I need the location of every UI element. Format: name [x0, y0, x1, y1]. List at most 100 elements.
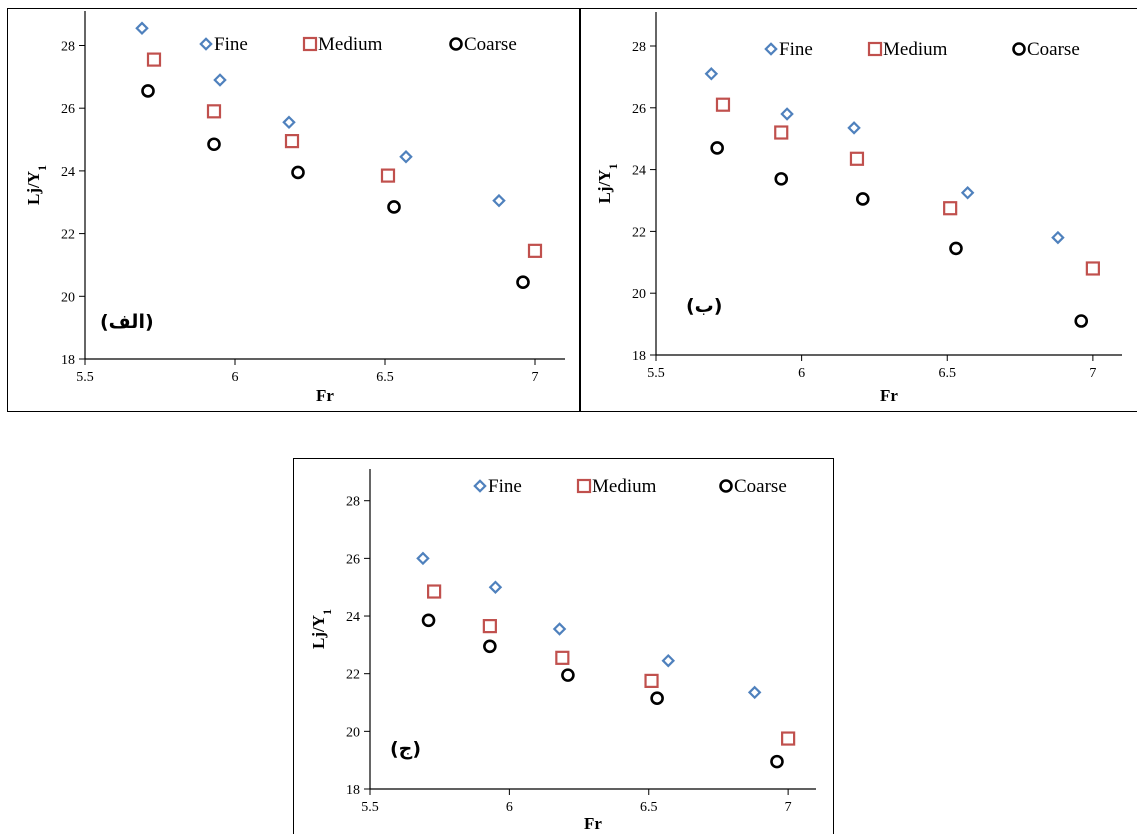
chart-a-legend-label-coarse: Coarse: [464, 34, 517, 55]
chart-c-x-axis-title: Fr: [584, 814, 602, 833]
chart-b-x-tick-label: 6: [798, 366, 805, 381]
chart-b-point-fine: [780, 107, 794, 121]
chart-a-y-tick-label: 28: [61, 39, 75, 54]
chart-b-point-medium: [943, 201, 958, 216]
chart-a-y-tick-label: 18: [61, 353, 75, 368]
chart-c-y-axis-title: Lj/Y1: [309, 609, 334, 649]
chart-b-x-tick-label: 5.5: [647, 366, 665, 381]
chart-a-point-medium: [206, 104, 222, 119]
chart-b-legend-marker-medium: [867, 41, 883, 57]
chart-b-point-coarse: [710, 141, 724, 155]
chart-b-y-axis-title: Lj/Y1: [595, 164, 620, 204]
chart-c-point-coarse: [421, 613, 436, 628]
chart-b-point-fine: [704, 67, 719, 81]
chart-c-point-medium: [427, 584, 442, 599]
chart-a-point-coarse: [516, 275, 530, 289]
chart-c-x-tick-label: 7: [785, 800, 792, 815]
chart-a-point-medium: [380, 168, 396, 183]
chart-c-point-medium: [781, 731, 796, 746]
chart-panel-b: 5.5 6 6.5 7 18 20 22 24 26 28 Fr Lj/Y1 Fine Medium Coa…: [580, 8, 1137, 412]
chart-a-x-tick-label: 5.5: [76, 370, 94, 385]
chart-b-x-tick-label: 7: [1089, 366, 1096, 381]
chart-c-y-tick-label: 20: [346, 725, 360, 740]
chart-b-point-coarse: [774, 172, 789, 186]
chart-c-point-coarse: [483, 639, 497, 654]
chart-c-point-medium: [555, 650, 570, 665]
chart-b-y-tick-label: 28: [632, 40, 646, 55]
chart-a-point-coarse: [291, 165, 305, 180]
chart-b-point-coarse: [1074, 314, 1089, 328]
chart-b-y-tick-label: 18: [632, 349, 646, 364]
chart-c-point-fine: [488, 580, 503, 594]
chart-a-x-tick-label: 6.5: [376, 370, 394, 385]
chart-c-legend-marker-fine: [473, 479, 487, 493]
chart-b-y-tick-label: 22: [632, 225, 646, 240]
chart-b-y-tick-label: 20: [632, 287, 646, 302]
chart-a-legend-marker-medium: [302, 36, 318, 52]
chart-c-legend-label-medium: Medium: [592, 476, 657, 497]
chart-b-legend-label-fine: Fine: [779, 39, 813, 60]
chart-b-point-fine: [847, 121, 861, 135]
chart-c-point-fine: [552, 622, 567, 636]
chart-c-svg: 5.5 6 6.5 7 18 20 22 24 26 28 Fr Lj/Y1 Fine Medium Coa…: [309, 469, 816, 833]
chart-b-point-medium: [1085, 261, 1100, 276]
chart-b-x-axis-title: Fr: [880, 386, 898, 405]
chart-c-legend-marker-coarse: [719, 479, 733, 493]
chart-a-point-medium: [527, 243, 543, 258]
chart-b-legend-label-medium: Medium: [883, 39, 948, 60]
chart-c-legend-label-fine: Fine: [488, 476, 522, 497]
chart-c-x-tick-label: 6.5: [640, 800, 658, 815]
chart-a-legend-label-medium: Medium: [318, 34, 383, 55]
chart-a-point-fine: [282, 115, 296, 130]
chart-c-point-coarse: [561, 668, 575, 682]
chart-b-point-coarse: [855, 192, 870, 206]
chart-b-point-coarse: [949, 241, 963, 256]
chart-panel-a: 5.5 6 6.5 7 18 20 22 24 26 28 Fr Lj/Y1 Fine Medium Coa…: [7, 8, 580, 412]
chart-a-point-fine: [492, 193, 506, 208]
chart-b-point-medium: [849, 151, 865, 166]
chart-a-y-tick-label: 24: [61, 165, 75, 180]
chart-a-y-tick-label: 20: [61, 290, 75, 305]
chart-a-x-tick-label: 6: [232, 370, 239, 385]
chart-b-point-medium: [715, 97, 731, 112]
chart-c-legend-label-coarse: Coarse: [734, 476, 787, 497]
chart-a-legend-marker-coarse: [449, 37, 463, 51]
chart-b-legend-marker-fine: [764, 42, 778, 56]
chart-a-point-medium: [146, 52, 162, 67]
chart-c-point-fine: [747, 685, 762, 700]
chart-a-point-fine: [213, 73, 227, 87]
chart-a-y-tick-label: 22: [61, 228, 75, 243]
chart-c-point-fine: [661, 653, 676, 668]
chart-c-y-tick-label: 18: [346, 783, 360, 798]
chart-a-x-axis-title: Fr: [316, 386, 334, 405]
chart-a-x-tick-label: 7: [532, 370, 539, 385]
chart-c-x-tick-label: 5.5: [361, 800, 379, 815]
chart-c-y-tick-label: 22: [346, 668, 360, 683]
chart-a-point-coarse: [141, 84, 155, 98]
chart-b-svg: 5.5 6 6.5 7 18 20 22 24 26 28 Fr Lj/Y1 Fine Medium Coa…: [595, 12, 1122, 405]
chart-c-point-coarse: [650, 691, 664, 705]
chart-a-point-medium: [284, 134, 300, 149]
chart-c-x-tick-label: 6: [506, 800, 513, 815]
chart-a-point-coarse: [207, 137, 221, 152]
chart-a-panel-label: (الف): [100, 311, 154, 333]
chart-c-panel-label: (ج): [390, 738, 421, 760]
chart-b-legend-marker-coarse: [1012, 42, 1026, 56]
chart-c-point-medium: [482, 619, 497, 634]
chart-c-point-coarse: [770, 754, 784, 769]
chart-c-legend-marker-medium: [576, 478, 592, 494]
chart-c-y-tick-label: 26: [346, 552, 360, 567]
chart-a-legend-marker-fine: [199, 37, 213, 51]
chart-c-y-tick-label: 24: [346, 610, 360, 625]
chart-b-point-fine: [960, 186, 975, 200]
chart-c-y-tick-label: 28: [346, 495, 360, 510]
chart-b-legend-label-coarse: Coarse: [1027, 39, 1080, 60]
chart-b-panel-label: (ب): [686, 295, 722, 317]
chart-a-legend-label-fine: Fine: [214, 34, 248, 55]
chart-b-x-tick-label: 6.5: [939, 366, 957, 381]
chart-b-y-tick-label: 26: [632, 102, 646, 117]
chart-a-svg: 5.5 6 6.5 7 18 20 22 24 26 28 Fr Lj/Y1 Fine Medium Coa…: [24, 11, 565, 405]
chart-a-point-fine: [135, 21, 149, 35]
chart-panel-c: 5.5 6 6.5 7 18 20 22 24 26 28 Fr Lj/Y1 Fine Medium Coa…: [293, 458, 834, 834]
chart-a-point-coarse: [387, 200, 401, 214]
